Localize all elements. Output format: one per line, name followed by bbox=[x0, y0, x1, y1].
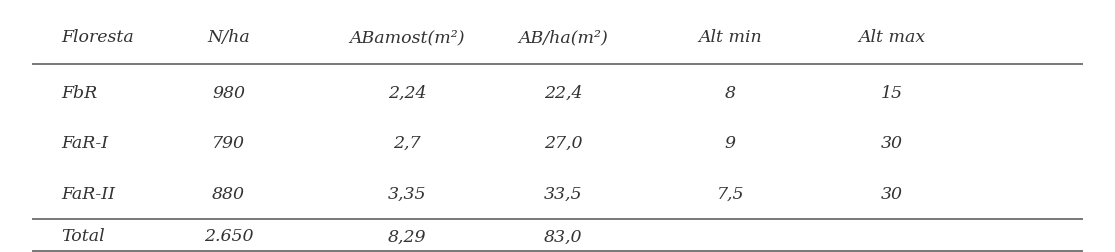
Text: FbR: FbR bbox=[61, 85, 98, 102]
Text: AB/ha(m²): AB/ha(m²) bbox=[518, 29, 608, 46]
Text: 790: 790 bbox=[212, 135, 245, 152]
Text: 22,4: 22,4 bbox=[544, 85, 582, 102]
Text: 30: 30 bbox=[881, 185, 903, 203]
Text: 15: 15 bbox=[881, 85, 903, 102]
Text: Floresta: Floresta bbox=[61, 29, 134, 46]
Text: 2.650: 2.650 bbox=[204, 228, 253, 245]
Text: 27,0: 27,0 bbox=[544, 135, 582, 152]
Text: FaR-I: FaR-I bbox=[61, 135, 108, 152]
Text: 8: 8 bbox=[725, 85, 736, 102]
Text: FaR-II: FaR-II bbox=[61, 185, 115, 203]
Text: 2,24: 2,24 bbox=[388, 85, 426, 102]
Text: Alt min: Alt min bbox=[698, 29, 763, 46]
Text: 30: 30 bbox=[881, 135, 903, 152]
Text: 8,29: 8,29 bbox=[388, 228, 426, 245]
Text: N/ha: N/ha bbox=[207, 29, 250, 46]
Text: 880: 880 bbox=[212, 185, 245, 203]
Text: Alt max: Alt max bbox=[859, 29, 925, 46]
Text: 7,5: 7,5 bbox=[717, 185, 744, 203]
Text: Total: Total bbox=[61, 228, 105, 245]
Text: 83,0: 83,0 bbox=[544, 228, 582, 245]
Text: 3,35: 3,35 bbox=[388, 185, 426, 203]
Text: ABamost(m²): ABamost(m²) bbox=[349, 29, 465, 46]
Text: 980: 980 bbox=[212, 85, 245, 102]
Text: 9: 9 bbox=[725, 135, 736, 152]
Text: 33,5: 33,5 bbox=[544, 185, 582, 203]
Text: 2,7: 2,7 bbox=[394, 135, 420, 152]
